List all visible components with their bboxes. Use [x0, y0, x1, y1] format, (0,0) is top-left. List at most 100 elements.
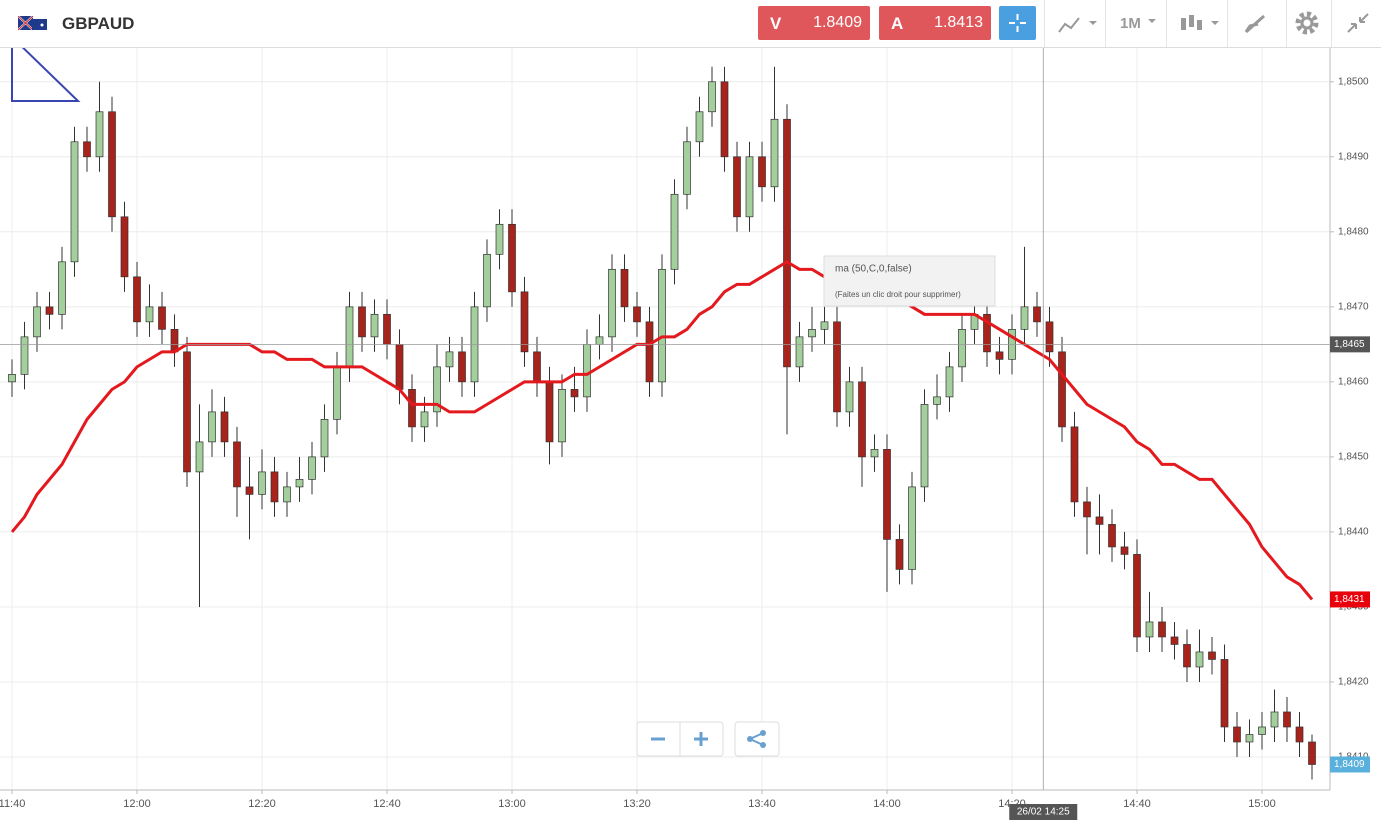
candle-body	[695, 111, 704, 143]
candle-body	[945, 366, 954, 398]
share-dot	[747, 736, 753, 742]
buy-price: 1.8413	[934, 14, 983, 31]
candle-body	[633, 306, 641, 323]
candle-body	[808, 328, 816, 338]
sell-price: 1.8409	[813, 14, 862, 31]
candle-body	[1208, 651, 1216, 660]
period: 1M	[1120, 15, 1141, 32]
candle-body	[1158, 621, 1166, 638]
chart-type-button[interactable]	[1044, 0, 1105, 47]
candle-body	[1220, 659, 1229, 728]
buy-label: A	[891, 14, 904, 33]
candle-body	[358, 306, 366, 338]
candle-body	[95, 111, 104, 158]
candle-body	[283, 486, 291, 503]
x-tick-label: 13:40	[748, 798, 776, 810]
candle-body	[1108, 524, 1116, 548]
candle-body	[70, 141, 79, 263]
fullscreen-button[interactable]	[1331, 0, 1381, 47]
y-tick-label: 1,8500	[1338, 76, 1369, 87]
share-button[interactable]	[734, 721, 780, 757]
candle-body	[1195, 651, 1204, 668]
candle-body	[345, 306, 354, 368]
candle-body	[1308, 741, 1316, 765]
candle-body	[45, 306, 54, 315]
settings-button[interactable]	[1286, 0, 1331, 47]
candle-body	[858, 381, 866, 458]
candle-body	[1020, 306, 1029, 330]
buy-button[interactable]: A 1.8413	[879, 6, 991, 40]
candle-body	[195, 441, 204, 473]
candle-body	[245, 486, 254, 495]
x-tick-label: 12:20	[248, 798, 276, 810]
candle-body	[270, 471, 279, 503]
sell-label: V	[770, 14, 782, 33]
zoom-in[interactable]	[694, 732, 708, 746]
candle-body	[1083, 501, 1091, 518]
candle-body	[1258, 726, 1266, 735]
candle-body	[408, 389, 416, 428]
candle-body	[1045, 321, 1054, 353]
candle-body	[545, 381, 554, 443]
candle-body	[220, 411, 229, 443]
candle-body	[745, 156, 754, 218]
candle-body	[1170, 636, 1179, 645]
candle-body	[158, 306, 166, 330]
candle-body	[895, 539, 904, 570]
candle-body	[645, 321, 654, 383]
candle-body	[933, 396, 941, 405]
candle-body	[308, 456, 316, 480]
price-label-box	[1330, 591, 1370, 608]
tooltip-title: ma (50,C,0,false)	[835, 264, 912, 275]
draw-button[interactable]	[1227, 0, 1286, 47]
icon	[1295, 11, 1319, 35]
y-tick-label: 1,8450	[1338, 452, 1369, 463]
candle-body	[333, 366, 341, 420]
candle-body	[1233, 726, 1241, 743]
header: GBPAUD V 1.8409 A 1.8413 1M	[0, 0, 1381, 48]
candle-body	[1270, 711, 1279, 728]
crosshair-button[interactable]	[999, 6, 1036, 40]
candle-body	[658, 268, 666, 383]
candle-body	[33, 306, 41, 338]
x-tick-label: 13:00	[498, 798, 526, 810]
candle-body	[20, 336, 29, 375]
triangle-drawing	[11, 48, 81, 102]
candle-body	[445, 351, 454, 368]
candle-body	[208, 411, 216, 443]
candle-body	[133, 276, 141, 323]
candle-body	[670, 193, 679, 270]
icon	[1148, 19, 1156, 23]
candle-body	[320, 419, 329, 458]
x-tick-label: 14:00	[873, 798, 901, 810]
period-button[interactable]: 1M	[1105, 0, 1166, 47]
candle-body	[1183, 644, 1191, 668]
candle-button[interactable]	[1166, 0, 1227, 47]
price-label: 1,8409	[1334, 759, 1365, 770]
y-tick-label: 1,8460	[1338, 377, 1369, 388]
x-tick-label: 11:40	[0, 798, 25, 810]
icon	[1347, 13, 1369, 33]
share-dot	[760, 742, 766, 748]
candle-body	[920, 404, 929, 488]
sell-button[interactable]: V 1.8409	[758, 6, 870, 40]
candle-body	[733, 156, 741, 218]
candle-body	[495, 223, 504, 255]
candle-body	[1120, 546, 1129, 555]
candle-body	[608, 268, 616, 338]
tooltip	[823, 255, 996, 307]
icon	[1244, 14, 1265, 34]
candle-body	[58, 261, 66, 315]
candle-body	[770, 118, 779, 188]
y-tick-label: 1,8470	[1338, 301, 1369, 312]
candle-body	[420, 411, 429, 428]
candle-body	[370, 313, 379, 338]
candle-body	[145, 306, 154, 323]
price-label: 1,8431	[1334, 594, 1365, 605]
candle-body	[258, 471, 266, 495]
chart: ma (50,C,0,false) (Faites un clic droit …	[0, 48, 1370, 820]
icon	[1181, 15, 1219, 30]
candle-body	[295, 479, 304, 488]
candle-body	[683, 141, 691, 195]
candle-body	[570, 389, 579, 398]
